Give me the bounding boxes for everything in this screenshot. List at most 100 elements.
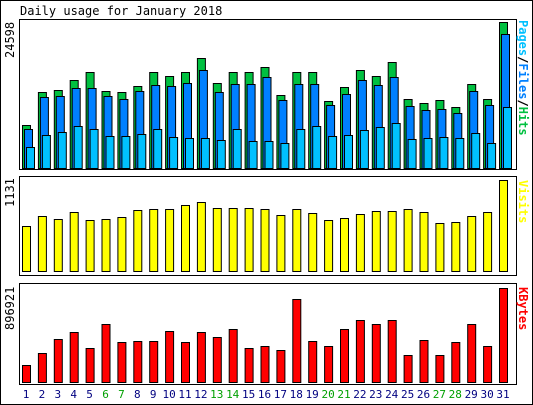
pages-bar <box>26 147 35 169</box>
visits-bar <box>117 217 127 272</box>
visits-bar <box>324 220 334 272</box>
day-label: 4 <box>70 388 77 401</box>
kbytes-bars <box>22 288 508 383</box>
kbytes-bar <box>308 341 318 383</box>
day-label: 2 <box>39 388 46 401</box>
pages-bar <box>200 138 210 169</box>
day-label: 18 <box>290 388 303 401</box>
kbytes-bar <box>212 337 222 383</box>
day-label: 13 <box>210 388 223 401</box>
visits-bar <box>499 180 508 272</box>
legend-sep-1: / <box>516 56 530 63</box>
day-label: 12 <box>194 388 207 401</box>
visits-legend: Visits <box>516 180 530 223</box>
day-label: 15 <box>242 388 255 401</box>
visits-bar <box>212 208 222 272</box>
visits-bar <box>387 211 397 272</box>
kbytes-bar <box>165 331 175 383</box>
visits-bar <box>292 209 302 272</box>
visits-bar <box>355 214 365 272</box>
day-label: 10 <box>162 388 175 401</box>
pages-bar <box>216 140 226 169</box>
legend-hits: Hits <box>516 107 530 136</box>
day-label: 1 <box>23 388 30 401</box>
kbytes-bar <box>228 329 238 383</box>
pages-bar <box>169 137 179 169</box>
kbytes-legend: KBytes <box>516 287 530 330</box>
day-label: 28 <box>449 388 462 401</box>
pages-bar <box>312 126 322 169</box>
visits-bar <box>244 208 254 272</box>
kbytes-bar <box>117 342 127 383</box>
day-label: 26 <box>417 388 430 401</box>
pages-bar <box>487 143 497 169</box>
pages-bar <box>105 136 115 169</box>
usage-bars <box>22 22 512 169</box>
day-label: 27 <box>433 388 446 401</box>
day-label: 14 <box>226 388 240 401</box>
kbytes-bar <box>37 353 47 383</box>
visits-bar <box>149 209 159 272</box>
kbytes-bar <box>403 355 413 383</box>
pages-bar <box>423 138 433 169</box>
pages-bar <box>280 143 290 169</box>
kbytes-bar <box>260 346 270 383</box>
pages-bar <box>57 132 67 169</box>
visits-bar <box>196 202 206 272</box>
visits-bar <box>181 205 190 272</box>
kbytes-bar <box>244 348 254 383</box>
usage-legend: Pages/Files/Hits <box>516 20 530 136</box>
kbytes-bar <box>387 320 397 383</box>
visits-bar <box>22 226 31 272</box>
day-label: 29 <box>465 388 478 401</box>
visits-bar <box>467 216 477 272</box>
pages-bar <box>391 123 401 169</box>
visits-bar <box>403 209 413 272</box>
kbytes-bar <box>101 324 111 383</box>
visits-bar <box>260 209 270 272</box>
visits-bar <box>85 220 95 272</box>
kbytes-bar <box>340 329 349 383</box>
pages-bar <box>89 129 99 169</box>
visits-bar <box>101 219 111 272</box>
kbytes-bar <box>276 350 286 383</box>
kbytes-bar <box>181 342 190 383</box>
day-label: 11 <box>178 388 191 401</box>
pages-bar <box>439 137 449 169</box>
pages-bar <box>471 133 481 169</box>
pages-bar <box>153 129 163 169</box>
day-label: 9 <box>150 388 157 401</box>
legend-files: Files <box>516 63 530 99</box>
chart-title: Daily usage for January 2018 <box>20 4 222 18</box>
day-label: 7 <box>118 388 125 401</box>
kbytes-bar <box>467 324 477 383</box>
visits-bar <box>69 212 79 272</box>
visits-bar <box>340 218 349 272</box>
kbytes-bar <box>419 340 429 383</box>
kbytes-bar <box>133 341 143 383</box>
visits-bar <box>133 210 143 272</box>
visits-bar <box>37 216 47 272</box>
kbytes-bar <box>149 341 159 383</box>
visits-bar <box>53 219 63 272</box>
kbytes-bar <box>371 324 381 383</box>
legend-sep-2: / <box>516 99 530 106</box>
pages-bar <box>375 127 385 169</box>
day-labels: 1 2 3 4 5 6 7 8 9 10 11 12 13 14 15 16 17 18 19 20 21 22 23 24 2… <box>23 388 510 401</box>
day-label: 22 <box>353 388 366 401</box>
kbytes-bar <box>499 288 508 383</box>
day-label: 17 <box>274 388 287 401</box>
day-label: 5 <box>86 388 93 401</box>
kbytes-bar <box>53 339 63 383</box>
day-label: 3 <box>54 388 61 401</box>
day-label: 19 <box>306 388 319 401</box>
visits-bar <box>276 215 286 272</box>
pages-bar <box>185 138 194 169</box>
visits-bar <box>165 209 175 272</box>
day-label: 6 <box>102 388 109 401</box>
pages-bar <box>73 126 83 169</box>
pages-bar <box>232 129 242 169</box>
kbytes-bar <box>451 342 461 383</box>
kbytes-bar <box>292 299 302 383</box>
